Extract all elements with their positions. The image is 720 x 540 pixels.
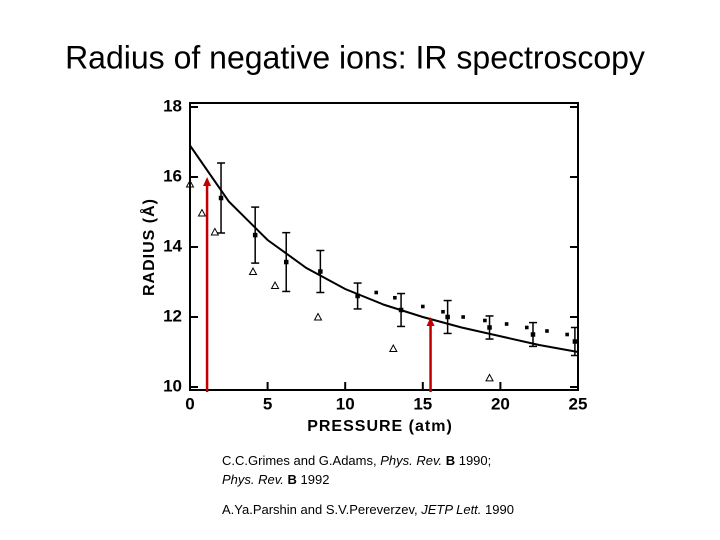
error-bar	[485, 315, 494, 340]
dot-point	[545, 329, 549, 333]
error-point	[572, 339, 578, 344]
citation: A.Ya.Parshin and S.V.Pereverzev, JETP Le…	[222, 502, 514, 517]
citation-run: A.Ya.Parshin and S.V.Pereverzev,	[222, 502, 421, 517]
error-bar	[251, 206, 260, 264]
y-tick-label: 14	[163, 236, 182, 255]
x-tick-label: 10	[336, 394, 355, 413]
triangle-point	[185, 179, 195, 188]
x-tick-label: 15	[413, 394, 432, 413]
error-point	[530, 332, 536, 337]
citation-run: B	[284, 472, 297, 487]
citation-run: Phys. Rev.	[380, 453, 442, 468]
citation-run: B	[442, 453, 455, 468]
y-tick-label: 10	[163, 376, 182, 395]
citation: Phys. Rev. B 1992	[222, 472, 329, 487]
citation-run: JETP Lett.	[420, 502, 481, 517]
red-arrow	[203, 177, 212, 392]
y-axis-label: RADIUS (Å)	[139, 198, 158, 296]
citation-run: 1992	[297, 472, 330, 487]
y-tick-label: 16	[163, 166, 182, 185]
error-bar	[443, 299, 452, 335]
error-point	[218, 195, 224, 201]
dot-point	[461, 315, 465, 319]
dot-point	[565, 332, 569, 337]
dot-point	[421, 304, 425, 309]
citation: C.C.Grimes and G.Adams, Phys. Rev. B 199…	[222, 453, 491, 468]
y-tick-label: 12	[163, 306, 182, 325]
triangle-point	[248, 266, 258, 275]
plot-frame	[189, 102, 579, 391]
triangle-point	[270, 280, 280, 289]
x-tick-label: 0	[185, 394, 194, 413]
error-point	[283, 259, 289, 265]
triangle-point	[210, 227, 220, 236]
triangle-point	[388, 343, 398, 352]
x-tick-label: 25	[569, 394, 588, 413]
triangle-point	[197, 208, 207, 217]
error-point	[487, 325, 492, 330]
error-bar	[217, 162, 226, 234]
error-point	[445, 314, 450, 320]
citation-run: Phys. Rev.	[222, 472, 284, 487]
x-axis-label: PRESSURE (atm)	[307, 418, 453, 435]
arrow-head	[203, 177, 212, 186]
arrow-head	[426, 317, 435, 326]
slide-title: Radius of negative ions: IR spectroscopy	[65, 39, 645, 75]
dot-point	[524, 325, 529, 330]
citation-run: 1990;	[455, 453, 491, 468]
dot-point	[441, 309, 445, 314]
error-bar	[282, 231, 291, 293]
dot-point	[393, 295, 397, 300]
error-point	[318, 269, 323, 274]
dot-point	[483, 318, 487, 323]
triangle-point	[485, 373, 494, 382]
fit-curve	[189, 144, 579, 353]
dot-point	[374, 290, 379, 295]
error-bar	[528, 321, 537, 348]
triangle-point	[313, 312, 323, 321]
x-tick-label: 20	[491, 394, 510, 413]
y-tick-label: 18	[163, 96, 182, 115]
error-point	[252, 232, 258, 238]
error-bar	[316, 249, 325, 294]
dot-point	[504, 322, 509, 326]
x-tick-label: 5	[263, 394, 272, 413]
red-arrow	[426, 317, 435, 392]
citation-run: 1990	[481, 502, 514, 517]
citation-run: C.C.Grimes and G.Adams,	[222, 453, 380, 468]
